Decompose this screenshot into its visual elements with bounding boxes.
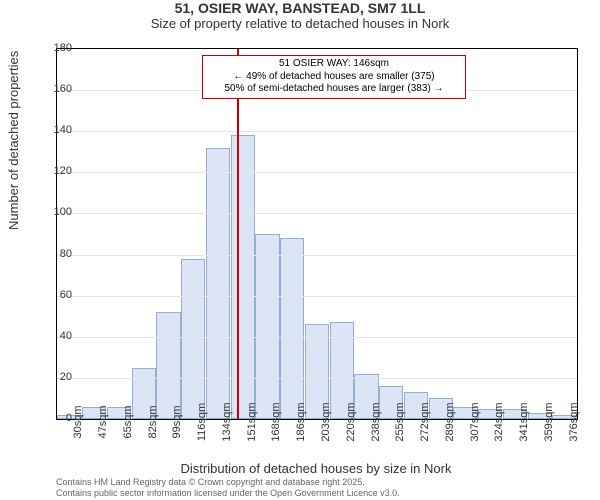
gridline bbox=[57, 131, 577, 132]
x-tick-label: 47sqm bbox=[97, 405, 109, 438]
chart-title: 51, OSIER WAY, BANSTEAD, SM7 1LL Size of… bbox=[0, 0, 600, 31]
title-line1: 51, OSIER WAY, BANSTEAD, SM7 1LL bbox=[0, 0, 600, 16]
y-axis-label: Number of detached properties bbox=[6, 51, 21, 230]
y-tick-label: 120 bbox=[32, 165, 72, 177]
bar bbox=[231, 135, 255, 419]
x-tick-label: 307sqm bbox=[469, 402, 481, 441]
bar bbox=[156, 312, 180, 419]
annotation-line: ← 49% of detached houses are smaller (37… bbox=[207, 71, 461, 84]
y-tick-label: 60 bbox=[32, 289, 72, 301]
x-tick-label: 220sqm bbox=[345, 402, 357, 441]
gridline bbox=[57, 255, 577, 256]
bar bbox=[280, 238, 304, 419]
x-tick-label: 30sqm bbox=[72, 405, 84, 438]
x-tick-label: 289sqm bbox=[444, 402, 456, 441]
footer-line1: Contains HM Land Registry data © Crown c… bbox=[56, 477, 576, 487]
footer-attribution: Contains HM Land Registry data © Crown c… bbox=[56, 477, 576, 498]
x-tick-label: 376sqm bbox=[568, 402, 580, 441]
x-tick-label: 272sqm bbox=[419, 402, 431, 441]
x-tick-label: 203sqm bbox=[320, 402, 332, 441]
x-tick-label: 255sqm bbox=[394, 402, 406, 441]
y-tick-label: 20 bbox=[32, 371, 72, 383]
x-tick-label: 65sqm bbox=[122, 405, 134, 438]
plot-area: 51 OSIER WAY: 146sqm← 49% of detached ho… bbox=[56, 48, 578, 420]
y-tick-label: 40 bbox=[32, 330, 72, 342]
x-tick-label: 359sqm bbox=[543, 402, 555, 441]
x-tick-label: 186sqm bbox=[295, 402, 307, 441]
x-tick-label: 116sqm bbox=[196, 403, 208, 441]
y-tick-label: 100 bbox=[32, 206, 72, 218]
x-tick-label: 134sqm bbox=[221, 402, 233, 441]
x-axis-label: Distribution of detached houses by size … bbox=[56, 461, 576, 476]
gridline bbox=[57, 378, 577, 379]
gridline bbox=[57, 337, 577, 338]
bar bbox=[255, 234, 279, 419]
bar bbox=[181, 259, 205, 419]
x-tick-label: 99sqm bbox=[171, 405, 183, 438]
x-tick-label: 168sqm bbox=[270, 402, 282, 441]
x-tick-label: 324sqm bbox=[493, 402, 505, 441]
reference-line bbox=[237, 49, 239, 419]
annotation-line: 51 OSIER WAY: 146sqm bbox=[207, 58, 461, 71]
gridline bbox=[57, 296, 577, 297]
bars-layer bbox=[57, 49, 577, 419]
gridline bbox=[57, 172, 577, 173]
y-tick-label: 0 bbox=[32, 412, 72, 424]
y-tick-label: 80 bbox=[32, 248, 72, 260]
x-tick-label: 82sqm bbox=[147, 405, 159, 438]
y-tick-label: 180 bbox=[32, 42, 72, 54]
title-line2: Size of property relative to detached ho… bbox=[0, 16, 600, 31]
x-tick-label: 151sqm bbox=[246, 402, 258, 441]
annotation-line: 50% of semi-detached houses are larger (… bbox=[207, 83, 461, 96]
x-tick-label: 341sqm bbox=[518, 402, 530, 441]
annotation-box: 51 OSIER WAY: 146sqm← 49% of detached ho… bbox=[202, 55, 466, 99]
y-tick-label: 140 bbox=[32, 124, 72, 136]
y-tick-label: 160 bbox=[32, 83, 72, 95]
x-tick-label: 238sqm bbox=[370, 402, 382, 441]
footer-line2: Contains public sector information licen… bbox=[56, 488, 576, 498]
gridline bbox=[57, 213, 577, 214]
